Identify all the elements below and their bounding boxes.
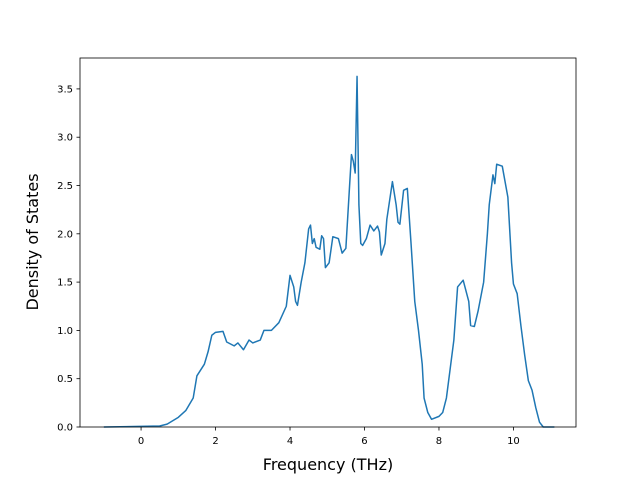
- x-tick-label: 0: [138, 436, 144, 447]
- x-tick-label: 2: [212, 436, 218, 447]
- x-tick-label: 10: [507, 436, 520, 447]
- y-tick-label: 1.5: [57, 278, 73, 289]
- y-tick-label: 0.5: [57, 374, 73, 385]
- y-tick-label: 3.5: [57, 84, 73, 95]
- x-tick-label: 6: [361, 436, 367, 447]
- axes-frame: [79, 57, 577, 428]
- x-axis-label: Frequency (THz): [263, 455, 393, 474]
- y-tick-label: 2.0: [57, 229, 73, 240]
- y-tick-label: 1.0: [57, 326, 73, 337]
- y-tick-label: 3.0: [57, 133, 73, 144]
- x-tick-label: 8: [436, 436, 442, 447]
- y-tick-label: 2.5: [57, 181, 73, 192]
- dos-line: [103, 75, 555, 428]
- y-tick-label: 0.0: [57, 423, 73, 434]
- x-tick-label: 4: [287, 436, 293, 447]
- y-axis-label: Density of States: [23, 173, 42, 310]
